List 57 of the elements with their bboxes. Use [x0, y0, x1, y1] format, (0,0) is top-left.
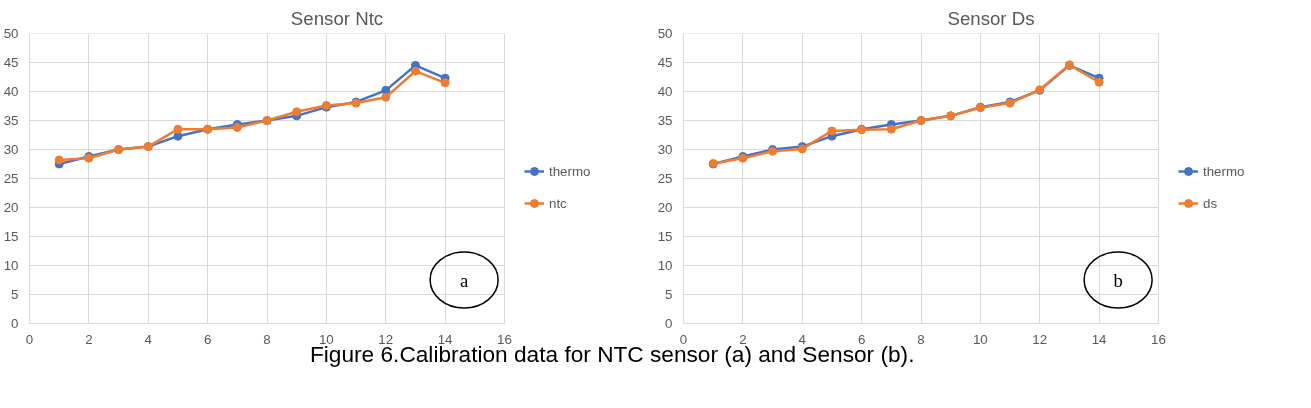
annotation: b [1113, 269, 1123, 291]
y-tick-label: 50 [657, 26, 673, 41]
x-tick-label: 0 [25, 331, 34, 347]
y-tick-label: 15 [3, 229, 19, 244]
x-tick-label: 4 [798, 331, 807, 347]
x-tick-label: 2 [85, 331, 93, 347]
point [886, 124, 896, 134]
y-tick-label: 5 [665, 287, 673, 302]
y-tick-label: 10 [657, 258, 673, 273]
x-tick-label: 2 [739, 331, 747, 347]
y-tick-label: 30 [657, 142, 673, 157]
y-tick-label: 15 [657, 229, 673, 244]
point [410, 66, 420, 76]
y-tick-label: 30 [3, 142, 19, 157]
legend-label: thermo [549, 163, 591, 179]
y-tick-label: 50 [3, 26, 19, 41]
annotation: a [459, 269, 469, 291]
x-tick-label: 16 [497, 331, 512, 347]
y-tick-label: 35 [657, 113, 673, 128]
point [440, 78, 450, 88]
y-tick-label: 35 [3, 113, 19, 128]
y-tick-label: 45 [3, 55, 19, 70]
x-tick-label: 12 [1032, 331, 1048, 347]
point [173, 124, 183, 134]
x-tick-label: 8 [263, 331, 271, 347]
point [381, 92, 391, 102]
y-tick-label: 40 [3, 84, 19, 99]
x-tick-label: 14 [437, 331, 454, 347]
y-tick-label: 20 [3, 200, 19, 215]
legend-label: ntc [549, 195, 568, 211]
x-tick-label: 0 [679, 331, 688, 347]
y-tick-label: 5 [11, 287, 19, 302]
x-tick-label: 8 [917, 331, 925, 347]
point [54, 155, 64, 165]
y-tick-label: 25 [657, 171, 673, 186]
x-tick-label: 16 [1151, 331, 1166, 347]
y-tick-label: 25 [3, 171, 19, 186]
y-tick-label: 10 [3, 258, 19, 273]
x-tick-label: 14 [1091, 331, 1108, 347]
x-tick-label: 10 [318, 331, 334, 347]
chart-title: Sensor Ntc [290, 7, 384, 29]
x-tick-label: 4 [144, 331, 153, 347]
y-tick-label: 20 [657, 200, 673, 215]
legend-label: ds [1203, 195, 1219, 211]
x-tick-label: 6 [857, 331, 866, 347]
y-tick-label: 45 [657, 55, 673, 70]
point [292, 107, 302, 117]
point [1094, 77, 1104, 87]
x-tick-label: 10 [972, 331, 988, 347]
y-tick-label: 0 [665, 316, 673, 331]
point [827, 126, 837, 136]
legend-label: thermo [1203, 163, 1245, 179]
chart-title: Sensor Ds [947, 7, 1035, 29]
x-tick-label: 12 [378, 331, 394, 347]
y-tick-label: 0 [11, 316, 19, 331]
x-tick-label: 6 [203, 331, 212, 347]
y-tick-label: 40 [657, 84, 673, 99]
